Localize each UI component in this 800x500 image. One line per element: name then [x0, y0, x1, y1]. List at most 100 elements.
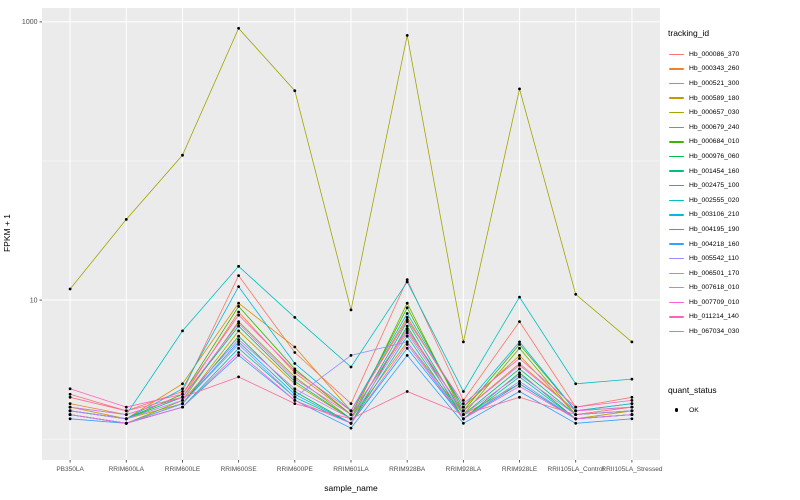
- data-point: [181, 390, 184, 393]
- data-point: [405, 316, 409, 319]
- data-point: [68, 392, 72, 396]
- legend-item: Hb_000521_300: [668, 76, 798, 91]
- data-point: [630, 417, 634, 421]
- x-tick-label: RRIM600LE: [165, 466, 201, 473]
- legend-item-label: Hb_000343_260: [689, 65, 740, 73]
- legend-key-line-icon: [668, 253, 685, 265]
- legend-item: Hb_000684_010: [668, 135, 798, 150]
- legend-item: Hb_000679_240: [668, 120, 798, 135]
- data-point: [405, 329, 409, 333]
- legend-title: tracking_id: [668, 28, 710, 38]
- data-point: [68, 395, 72, 399]
- legend-key-line-icon: [668, 180, 685, 192]
- data-point: [518, 382, 521, 386]
- data-point: [181, 153, 184, 157]
- data-point: [181, 395, 184, 399]
- quant-legend-item: OK: [668, 403, 798, 418]
- legend-item: Hb_006501_170: [668, 266, 798, 281]
- legend-key-line-icon: [668, 267, 685, 279]
- legend-key-line-icon: [668, 121, 685, 133]
- legend-key-line-icon: [668, 107, 685, 119]
- data-point: [181, 382, 184, 386]
- legend-key-line-icon: [668, 165, 685, 177]
- data-point: [574, 413, 578, 416]
- legend-item: Hb_005542_110: [668, 251, 798, 266]
- legend-item-label: Hb_000976_060: [689, 152, 740, 160]
- data-point: [405, 34, 409, 37]
- data-point: [518, 395, 521, 399]
- x-tick-label: RRIM928BA: [389, 466, 426, 473]
- legend-item-label: Hb_004218_160: [689, 240, 740, 248]
- data-point: [293, 382, 297, 386]
- legend-item-label: Hb_011214_140: [689, 313, 739, 321]
- data-point: [237, 375, 241, 379]
- legend-key-line-icon: [668, 150, 685, 162]
- legend-key-line-icon: [668, 238, 685, 250]
- legend-key-line-icon: [668, 194, 685, 206]
- data-point: [630, 395, 634, 399]
- x-tick-label: RRIM600PE: [277, 466, 314, 473]
- legend-item: Hb_067034_030: [668, 324, 798, 339]
- legend-item-label: Hb_002555_020: [689, 196, 740, 204]
- data-point: [349, 409, 353, 413]
- legend-item: Hb_002555_020: [668, 193, 798, 208]
- legend-item-label: Hb_000521_300: [689, 79, 740, 87]
- data-point: [293, 316, 297, 319]
- legend-key-line-icon: [668, 63, 685, 75]
- data-point: [462, 390, 465, 393]
- data-point: [68, 402, 72, 405]
- data-point: [293, 399, 297, 402]
- data-point: [237, 324, 241, 328]
- data-point: [462, 340, 465, 344]
- data-point: [630, 377, 634, 381]
- data-point: [462, 405, 465, 409]
- data-point: [293, 362, 297, 365]
- data-point: [405, 390, 409, 393]
- legend-key-line-icon: [668, 296, 685, 308]
- data-point: [237, 329, 241, 333]
- legend-items: Hb_000086_370 Hb_000343_260 Hb_000521_300 H…: [668, 47, 798, 339]
- data-point: [405, 343, 409, 346]
- data-point: [574, 292, 578, 296]
- legend-item: Hb_000976_060: [668, 149, 798, 164]
- data-point: [574, 405, 578, 409]
- legend-item-label: Hb_000657_030: [689, 109, 740, 117]
- legend-item-label: Hb_000589_180: [689, 94, 740, 102]
- data-point: [237, 313, 241, 317]
- data-point: [405, 312, 409, 315]
- data-point: [405, 280, 409, 284]
- legend-item-label: Hb_003106_210: [689, 211, 740, 219]
- data-point: [124, 405, 128, 409]
- data-point: [462, 399, 465, 402]
- data-point: [518, 371, 521, 375]
- data-point: [237, 305, 241, 308]
- data-point: [349, 417, 353, 421]
- data-point: [237, 338, 241, 341]
- data-point: [293, 369, 297, 373]
- data-point: [293, 89, 297, 93]
- legend-item: Hb_002475_100: [668, 178, 798, 193]
- legend-item-label: Hb_001454_160: [689, 167, 740, 175]
- x-tick-label: RRIM928LE: [502, 466, 538, 473]
- legend-key-line-icon: [668, 136, 685, 148]
- legend-item: Hb_007709_010: [668, 295, 798, 310]
- data-point: [237, 322, 241, 325]
- data-point: [124, 413, 128, 416]
- legend-item: Hb_000343_260: [668, 62, 798, 77]
- data-point: [181, 387, 184, 391]
- data-point: [518, 343, 521, 346]
- data-point: [518, 375, 521, 379]
- data-point: [574, 421, 578, 425]
- data-point: [68, 413, 72, 416]
- data-point: [349, 354, 353, 357]
- legend-key-line-icon: [668, 77, 685, 89]
- legend-item: Hb_000086_370: [668, 47, 798, 62]
- data-point: [405, 346, 409, 350]
- data-point: [405, 324, 409, 328]
- x-axis-title: sample_name: [324, 483, 378, 493]
- legend-item-label: Hb_002475_100: [689, 182, 740, 190]
- y-tick-label: 10: [30, 297, 38, 304]
- legend-item: Hb_003106_210: [668, 208, 798, 223]
- data-point: [349, 402, 353, 405]
- legend-item-label: Hb_000684_010: [689, 138, 740, 146]
